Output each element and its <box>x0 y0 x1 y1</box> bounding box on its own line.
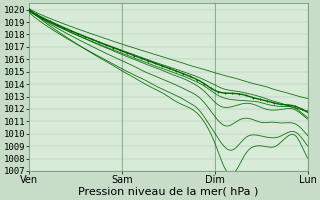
X-axis label: Pression niveau de la mer( hPa ): Pression niveau de la mer( hPa ) <box>78 187 259 197</box>
